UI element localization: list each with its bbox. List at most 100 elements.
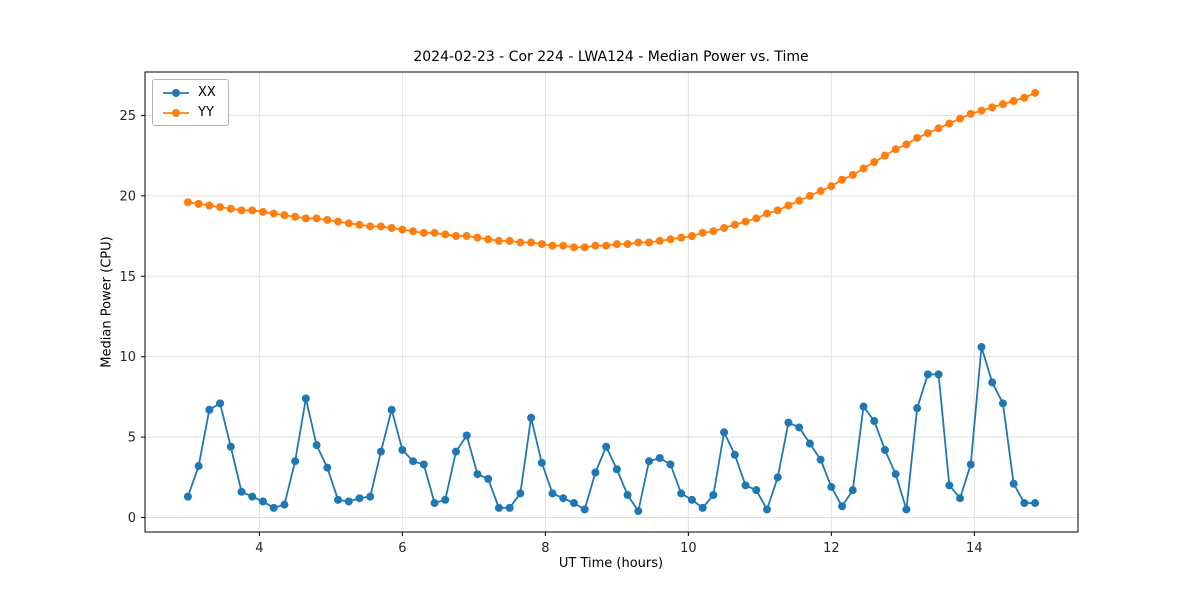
data-point-xx <box>891 470 900 479</box>
data-point-yy <box>183 198 192 207</box>
data-point-yy <box>580 243 589 252</box>
data-point-yy <box>998 100 1007 109</box>
data-point-yy <box>258 207 267 216</box>
data-point-xx <box>698 503 707 512</box>
data-point-xx <box>945 481 954 490</box>
data-point-yy <box>1020 93 1029 102</box>
legend-key-yy-icon <box>163 108 189 117</box>
data-point-yy <box>237 206 246 215</box>
svg-text:10: 10 <box>119 350 136 365</box>
data-point-yy <box>505 236 514 245</box>
data-point-yy <box>923 129 932 138</box>
data-point-yy <box>366 222 375 231</box>
data-point-yy <box>698 228 707 237</box>
data-point-xx <box>634 507 643 516</box>
data-point-xx <box>655 454 664 463</box>
y-axis-label: Median Power (CPU) <box>99 236 115 368</box>
svg-text:5: 5 <box>128 431 136 446</box>
data-point-xx <box>323 463 332 472</box>
data-point-xx <box>237 487 246 496</box>
data-point-xx <box>183 492 192 501</box>
data-point-yy <box>334 217 343 226</box>
data-point-yy <box>452 232 460 241</box>
data-point-yy <box>301 214 310 223</box>
data-point-xx <box>784 418 793 427</box>
data-point-xx <box>666 460 675 469</box>
svg-text:15: 15 <box>119 270 136 285</box>
data-point-yy <box>709 227 718 236</box>
data-point-yy <box>441 230 450 239</box>
data-point-xx <box>205 405 214 414</box>
series-line-yy <box>187 92 1036 249</box>
data-point-xx <box>720 428 729 437</box>
data-point-yy <box>430 228 439 237</box>
data-point-xx <box>580 505 589 514</box>
data-point-xx <box>248 492 257 501</box>
data-point-yy <box>880 151 889 160</box>
data-point-yy <box>291 212 300 221</box>
data-point-xx <box>966 460 975 469</box>
x-axis-label: UT Time (hours) <box>558 556 664 571</box>
x-tick-labels: 4 6 8 10 12 14 <box>255 541 982 556</box>
data-point-yy <box>784 201 793 210</box>
data-point-xx <box>334 495 343 504</box>
data-point-yy <box>462 232 471 241</box>
legend: XX YY <box>152 79 229 126</box>
data-point-yy <box>666 235 675 244</box>
data-point-xx <box>291 457 300 466</box>
data-point-yy <box>1009 96 1018 105</box>
data-point-yy <box>409 227 418 236</box>
svg-text:4: 4 <box>255 541 263 556</box>
data-point-xx <box>612 465 621 474</box>
data-point-xx <box>569 499 578 508</box>
data-point-xx <box>859 402 868 411</box>
data-point-xx <box>387 405 396 414</box>
data-point-yy <box>645 238 654 247</box>
data-point-xx <box>194 462 203 471</box>
data-point-yy <box>419 228 428 237</box>
data-point-xx <box>494 503 503 512</box>
data-point-xx <box>409 457 418 466</box>
data-point-yy <box>398 225 407 234</box>
svg-text:14: 14 <box>966 541 983 556</box>
data-point-yy <box>602 241 611 250</box>
data-point-yy <box>816 187 825 196</box>
data-point-xx <box>226 442 235 451</box>
svg-text:20: 20 <box>119 189 136 204</box>
data-point-xx <box>934 370 943 379</box>
data-point-yy <box>591 241 600 250</box>
data-point-yy <box>226 204 235 213</box>
data-point-yy <box>516 238 525 247</box>
plot-frame <box>144 71 1079 533</box>
chart-title: 2024-02-23 - Cor 224 - LWA124 - Median P… <box>413 49 809 65</box>
data-point-xx <box>795 423 804 432</box>
data-point-yy <box>634 238 643 247</box>
legend-item-yy: YY <box>161 105 216 120</box>
data-point-xx <box>709 491 718 500</box>
data-point-xx <box>301 394 310 403</box>
data-point-yy <box>741 217 750 226</box>
data-point-yy <box>913 133 922 142</box>
data-point-yy <box>355 220 364 229</box>
data-point-yy <box>269 209 278 218</box>
data-point-yy <box>934 124 943 133</box>
data-point-yy <box>484 235 493 244</box>
data-point-xx <box>645 457 654 466</box>
data-point-xx <box>902 505 911 514</box>
data-point-yy <box>312 214 321 223</box>
data-point-yy <box>387 224 396 233</box>
data-point-xx <box>752 486 761 495</box>
data-point-xx <box>741 481 750 490</box>
data-point-xx <box>344 497 353 506</box>
data-point-yy <box>494 236 503 245</box>
data-point-yy <box>848 170 857 179</box>
data-point-xx <box>441 495 450 504</box>
data-point-yy <box>612 240 621 249</box>
data-point-xx <box>763 505 771 514</box>
data-point-xx <box>516 489 525 498</box>
data-point-xx <box>548 489 557 498</box>
data-point-xx <box>462 431 471 440</box>
data-point-yy <box>473 233 482 242</box>
data-point-xx <box>537 458 546 467</box>
